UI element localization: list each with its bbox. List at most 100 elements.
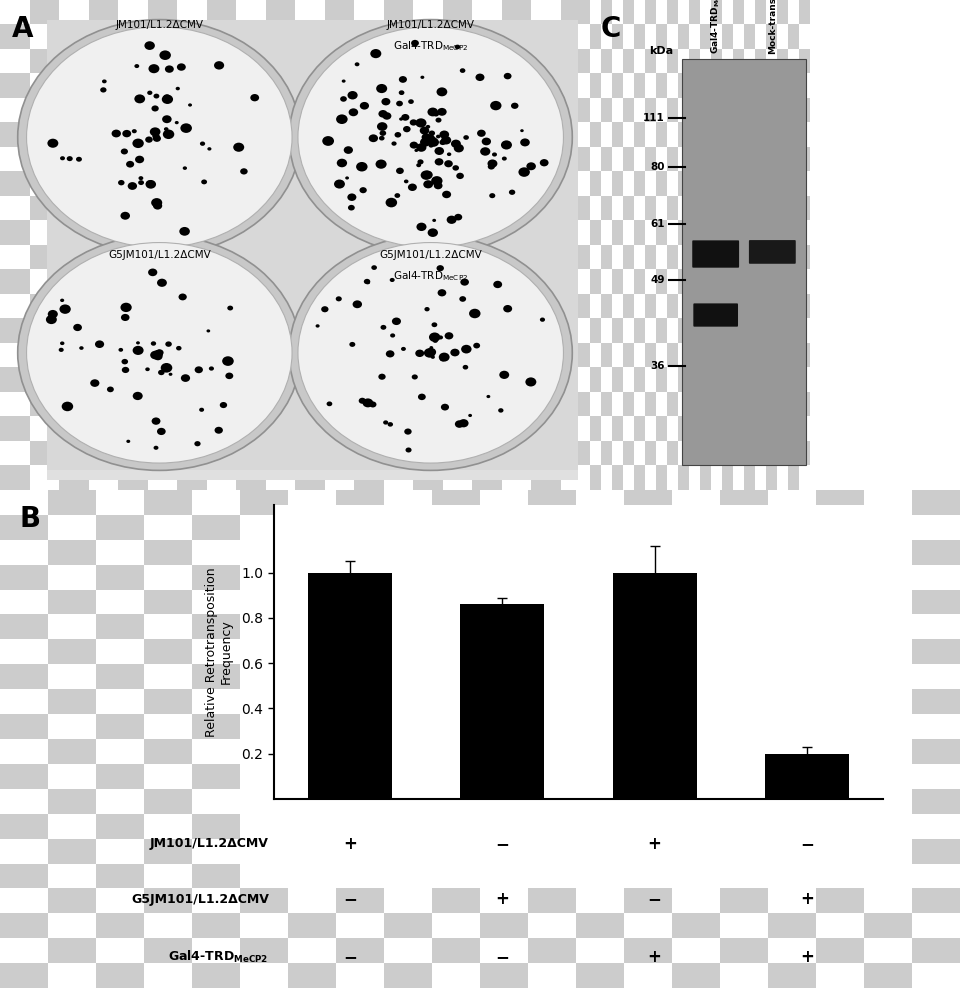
Circle shape xyxy=(180,374,190,382)
Bar xyxy=(324,147,354,172)
Bar xyxy=(118,0,148,25)
Bar xyxy=(118,98,148,123)
Bar xyxy=(443,270,472,294)
Bar xyxy=(0,515,48,539)
Circle shape xyxy=(60,298,64,302)
Bar xyxy=(0,441,30,465)
Bar xyxy=(788,98,799,123)
Bar xyxy=(30,465,59,490)
Bar xyxy=(590,441,601,465)
Bar xyxy=(384,913,432,939)
Circle shape xyxy=(428,143,434,147)
Bar xyxy=(144,565,192,590)
Circle shape xyxy=(27,27,292,247)
Circle shape xyxy=(464,135,468,140)
Bar xyxy=(148,343,177,368)
Bar xyxy=(96,864,144,888)
Circle shape xyxy=(420,171,432,180)
Bar xyxy=(623,196,634,220)
Bar xyxy=(59,417,88,441)
Bar xyxy=(672,939,720,963)
Bar xyxy=(864,639,912,664)
Text: G5JM101/L1.2ΔCMV: G5JM101/L1.2ΔCMV xyxy=(108,250,210,260)
Bar xyxy=(733,318,744,343)
Bar xyxy=(148,0,177,25)
Bar xyxy=(722,465,733,490)
Bar xyxy=(624,864,672,888)
Bar xyxy=(590,49,601,73)
Bar xyxy=(561,220,590,245)
Bar xyxy=(590,465,601,490)
Bar xyxy=(755,318,766,343)
Circle shape xyxy=(150,351,160,360)
Bar xyxy=(816,565,864,590)
Bar xyxy=(766,0,777,25)
Bar xyxy=(576,515,624,539)
Bar xyxy=(118,368,148,392)
Bar xyxy=(48,590,96,615)
Bar xyxy=(700,318,711,343)
Bar xyxy=(744,294,755,318)
Bar xyxy=(711,73,722,98)
Bar xyxy=(0,49,30,73)
Bar xyxy=(384,864,432,888)
Bar xyxy=(766,172,777,196)
Circle shape xyxy=(359,398,366,404)
Bar xyxy=(48,913,96,939)
Circle shape xyxy=(475,73,485,81)
Bar xyxy=(336,664,384,690)
Bar xyxy=(720,639,768,664)
Bar xyxy=(799,294,810,318)
Bar xyxy=(678,294,689,318)
Bar xyxy=(744,196,755,220)
Circle shape xyxy=(396,101,403,107)
Bar xyxy=(206,196,236,220)
Circle shape xyxy=(455,44,460,49)
Bar xyxy=(0,690,48,714)
Bar xyxy=(531,392,561,417)
Bar xyxy=(295,0,324,25)
Bar xyxy=(672,739,720,764)
Circle shape xyxy=(151,198,162,207)
Bar xyxy=(576,714,624,739)
Bar xyxy=(0,739,48,764)
Bar xyxy=(777,245,788,270)
Bar xyxy=(744,245,755,270)
Bar xyxy=(480,565,528,590)
Text: kDa: kDa xyxy=(650,46,674,56)
Bar xyxy=(206,465,236,490)
Bar xyxy=(177,25,206,49)
Bar xyxy=(48,963,96,988)
Bar xyxy=(733,465,744,490)
Bar xyxy=(413,245,443,270)
Bar xyxy=(528,864,576,888)
Bar xyxy=(413,98,443,123)
Bar xyxy=(623,220,634,245)
Bar xyxy=(295,318,324,343)
Bar xyxy=(645,147,656,172)
Circle shape xyxy=(360,102,369,110)
Bar xyxy=(678,0,689,25)
Bar xyxy=(634,318,645,343)
Bar xyxy=(700,392,711,417)
Bar xyxy=(623,172,634,196)
Bar xyxy=(645,294,656,318)
Bar xyxy=(413,417,443,441)
Bar xyxy=(645,25,656,49)
Circle shape xyxy=(176,346,181,351)
FancyBboxPatch shape xyxy=(692,240,739,268)
Bar xyxy=(590,172,601,196)
Bar xyxy=(645,417,656,441)
Circle shape xyxy=(152,106,158,112)
Circle shape xyxy=(128,182,137,190)
Circle shape xyxy=(46,315,57,324)
Circle shape xyxy=(134,95,145,104)
Bar xyxy=(288,963,336,988)
Bar xyxy=(656,98,667,123)
Bar xyxy=(531,25,561,49)
Bar xyxy=(266,196,295,220)
Bar xyxy=(0,963,48,988)
Bar xyxy=(144,864,192,888)
Bar xyxy=(413,73,443,98)
Bar xyxy=(0,639,48,664)
